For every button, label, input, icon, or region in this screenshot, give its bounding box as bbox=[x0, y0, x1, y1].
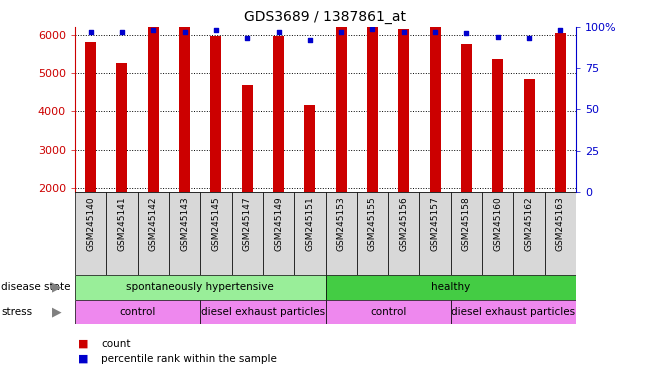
FancyBboxPatch shape bbox=[482, 192, 514, 275]
Bar bbox=[336, 27, 346, 192]
Text: GSM245142: GSM245142 bbox=[148, 196, 158, 251]
Point bbox=[367, 25, 378, 31]
Bar bbox=[179, 25, 190, 192]
Text: GSM245143: GSM245143 bbox=[180, 196, 189, 251]
FancyBboxPatch shape bbox=[388, 192, 419, 275]
Text: GSM245160: GSM245160 bbox=[493, 196, 503, 251]
Text: GSM245155: GSM245155 bbox=[368, 196, 377, 251]
Text: control: control bbox=[119, 307, 156, 317]
Bar bbox=[305, 105, 315, 192]
FancyBboxPatch shape bbox=[201, 300, 326, 324]
Text: ■: ■ bbox=[78, 339, 89, 349]
Text: GSM245163: GSM245163 bbox=[556, 196, 565, 251]
FancyBboxPatch shape bbox=[201, 192, 232, 275]
Text: GSM245162: GSM245162 bbox=[525, 196, 534, 251]
Bar bbox=[461, 44, 472, 192]
Text: ▶: ▶ bbox=[52, 306, 62, 318]
Text: GSM245145: GSM245145 bbox=[212, 196, 220, 251]
FancyBboxPatch shape bbox=[263, 192, 294, 275]
Title: GDS3689 / 1387861_at: GDS3689 / 1387861_at bbox=[245, 10, 406, 25]
Text: percentile rank within the sample: percentile rank within the sample bbox=[101, 354, 277, 364]
Point bbox=[85, 29, 96, 35]
FancyBboxPatch shape bbox=[294, 192, 326, 275]
Text: GSM245141: GSM245141 bbox=[117, 196, 126, 251]
FancyBboxPatch shape bbox=[450, 192, 482, 275]
Text: GSM245156: GSM245156 bbox=[399, 196, 408, 251]
Text: GSM245158: GSM245158 bbox=[462, 196, 471, 251]
Bar bbox=[210, 36, 221, 192]
FancyBboxPatch shape bbox=[75, 300, 201, 324]
Point bbox=[117, 29, 127, 35]
Bar bbox=[430, 0, 441, 192]
Text: diesel exhaust particles: diesel exhaust particles bbox=[201, 307, 325, 317]
FancyBboxPatch shape bbox=[326, 300, 450, 324]
Bar bbox=[367, 0, 378, 192]
FancyBboxPatch shape bbox=[514, 192, 545, 275]
FancyBboxPatch shape bbox=[75, 275, 326, 300]
Point bbox=[462, 30, 472, 36]
Text: healthy: healthy bbox=[431, 282, 471, 292]
Text: stress: stress bbox=[1, 307, 33, 317]
FancyBboxPatch shape bbox=[169, 192, 201, 275]
FancyBboxPatch shape bbox=[357, 192, 388, 275]
FancyBboxPatch shape bbox=[545, 192, 576, 275]
Text: count: count bbox=[101, 339, 130, 349]
Point bbox=[524, 35, 534, 41]
Text: ▶: ▶ bbox=[52, 281, 62, 293]
Text: disease state: disease state bbox=[1, 282, 71, 292]
Bar bbox=[523, 79, 534, 192]
Text: diesel exhaust particles: diesel exhaust particles bbox=[451, 307, 575, 317]
Point bbox=[430, 29, 440, 35]
Bar bbox=[117, 63, 128, 192]
Text: GSM245151: GSM245151 bbox=[305, 196, 314, 251]
Text: GSM245153: GSM245153 bbox=[337, 196, 346, 251]
Bar bbox=[398, 29, 409, 192]
FancyBboxPatch shape bbox=[450, 300, 576, 324]
FancyBboxPatch shape bbox=[137, 192, 169, 275]
Text: GSM245140: GSM245140 bbox=[86, 196, 95, 251]
Bar bbox=[242, 85, 253, 192]
Point bbox=[398, 29, 409, 35]
Point bbox=[242, 35, 253, 41]
Point bbox=[273, 29, 284, 35]
Point bbox=[179, 29, 189, 35]
Text: control: control bbox=[370, 307, 406, 317]
FancyBboxPatch shape bbox=[419, 192, 450, 275]
Bar bbox=[148, 0, 159, 192]
Point bbox=[305, 37, 315, 43]
Point bbox=[555, 27, 566, 33]
FancyBboxPatch shape bbox=[106, 192, 137, 275]
Bar bbox=[492, 59, 503, 192]
FancyBboxPatch shape bbox=[326, 192, 357, 275]
Point bbox=[336, 29, 346, 35]
Point bbox=[148, 27, 158, 33]
Text: GSM245149: GSM245149 bbox=[274, 196, 283, 251]
Bar bbox=[85, 42, 96, 192]
Text: GSM245147: GSM245147 bbox=[243, 196, 252, 251]
Text: spontaneously hypertensive: spontaneously hypertensive bbox=[126, 282, 274, 292]
FancyBboxPatch shape bbox=[326, 275, 576, 300]
Text: ■: ■ bbox=[78, 354, 89, 364]
Point bbox=[493, 34, 503, 40]
FancyBboxPatch shape bbox=[232, 192, 263, 275]
Text: GSM245157: GSM245157 bbox=[431, 196, 439, 251]
FancyBboxPatch shape bbox=[75, 192, 106, 275]
Point bbox=[211, 27, 221, 33]
Bar bbox=[555, 33, 566, 192]
Bar bbox=[273, 36, 284, 192]
